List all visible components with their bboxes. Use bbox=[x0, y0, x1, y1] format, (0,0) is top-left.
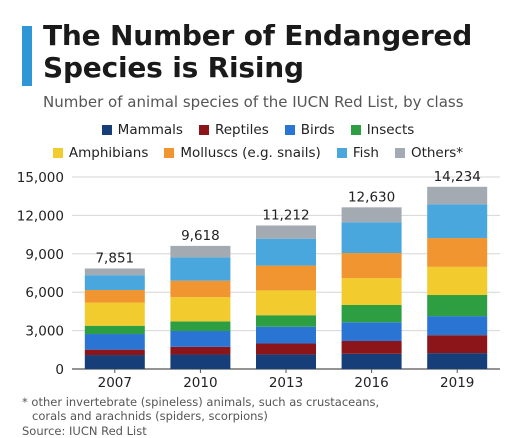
legend-label: Birds bbox=[300, 122, 335, 138]
x-tick-label: 2013 bbox=[269, 375, 303, 391]
total-label: 12,630 bbox=[348, 189, 395, 205]
bar-segment bbox=[170, 321, 231, 331]
legend-item-others: Others* bbox=[394, 145, 464, 161]
bar-segment bbox=[341, 353, 402, 369]
legend-swatch bbox=[198, 125, 209, 135]
bar-segment bbox=[256, 265, 316, 291]
x-tick-label: 2016 bbox=[354, 375, 388, 391]
total-label: 7,851 bbox=[95, 251, 134, 267]
total-label: 9,618 bbox=[181, 228, 220, 244]
bar-segment bbox=[256, 225, 316, 239]
bar-segment bbox=[427, 186, 488, 205]
legend-item-fish: Fish bbox=[336, 145, 379, 161]
y-tick-label: 3,000 bbox=[25, 324, 64, 340]
legend-item-birds: Birds bbox=[284, 122, 335, 138]
title-line-1: The Number of Endangered bbox=[43, 19, 473, 52]
footnote: * other invertebrate (spineless) animals… bbox=[22, 395, 379, 423]
y-tick-label: 15,000 bbox=[17, 170, 64, 186]
y-tick-label: 9,000 bbox=[25, 247, 64, 263]
legend-row-1: Mammals Reptiles Birds Insects bbox=[0, 122, 516, 138]
legend-swatch bbox=[52, 148, 63, 158]
bar-segment bbox=[170, 354, 231, 369]
bar-segment bbox=[256, 343, 316, 355]
legend-swatch bbox=[101, 125, 112, 135]
legend-swatch bbox=[164, 148, 175, 158]
legend-row-2: Amphibians Molluscs (e.g. snails) Fish Othe… bbox=[0, 145, 516, 161]
chart-title: The Number of Endangered Species is Risi… bbox=[43, 20, 503, 84]
title-accent-bar bbox=[22, 26, 32, 86]
bar-segment bbox=[341, 207, 402, 223]
legend-swatch bbox=[336, 148, 347, 158]
y-tick-label: 12,000 bbox=[17, 208, 64, 224]
bar-segment bbox=[170, 257, 231, 281]
bar-segment bbox=[256, 326, 316, 344]
bar-segment bbox=[256, 354, 316, 369]
x-tick-label: 2007 bbox=[98, 375, 132, 391]
legend-label: Mammals bbox=[117, 122, 183, 138]
bar-segment bbox=[341, 340, 402, 354]
bar-segment bbox=[84, 349, 145, 356]
x-tick-label: 2019 bbox=[440, 375, 474, 391]
total-label: 14,234 bbox=[434, 169, 481, 185]
legend-item-reptiles: Reptiles bbox=[198, 122, 269, 138]
bar-segment bbox=[170, 330, 231, 347]
legend-label: Fish bbox=[352, 145, 379, 161]
bar-segment bbox=[256, 238, 316, 266]
bar-segment bbox=[84, 334, 145, 350]
legend-item-insects: Insects bbox=[350, 122, 415, 138]
bar-segment bbox=[256, 315, 316, 327]
bar-segment bbox=[84, 275, 145, 291]
legend-label: Others* bbox=[410, 145, 464, 161]
bar-segment bbox=[427, 204, 488, 239]
legend-label: Reptiles bbox=[214, 122, 269, 138]
legend-item-mammals: Mammals bbox=[101, 122, 183, 138]
legend-label: Molluscs (e.g. snails) bbox=[180, 145, 321, 161]
bar-segment bbox=[427, 295, 488, 317]
bar-segment bbox=[170, 297, 231, 322]
legend-item-amphibians: Amphibians bbox=[52, 145, 149, 161]
bar-segment bbox=[341, 322, 402, 341]
title-line-2: Species is Rising bbox=[43, 51, 304, 84]
y-tick-label: 6,000 bbox=[25, 285, 64, 301]
bar-segment bbox=[84, 290, 145, 303]
y-tick-label: 0 bbox=[55, 362, 64, 378]
legend-label: Amphibians bbox=[68, 145, 149, 161]
bar-segment bbox=[256, 290, 316, 316]
bar-segment bbox=[84, 268, 145, 276]
bar-segment bbox=[427, 266, 488, 296]
bar-segment bbox=[427, 353, 488, 369]
stacked-bar-chart: 0 3,000 6,000 9,000 12,000 15,000 7,851 2007 9,6… bbox=[17, 169, 500, 391]
legend-label: Insects bbox=[366, 122, 415, 138]
legend-swatch bbox=[284, 125, 295, 135]
footnote-line-2: corals and arachnids (spiders, scorpions… bbox=[32, 409, 268, 423]
bar-segment bbox=[341, 222, 402, 254]
bar-segment bbox=[341, 305, 402, 323]
bar-segment bbox=[427, 316, 488, 336]
bar-segment bbox=[170, 245, 231, 258]
source-note: Source: IUCN Red List bbox=[22, 424, 147, 438]
bar-segment bbox=[427, 238, 488, 267]
legend-swatch bbox=[394, 148, 405, 158]
bar-segment bbox=[84, 355, 145, 369]
chart-subtitle: Number of animal species of the IUCN Red… bbox=[43, 93, 464, 111]
bar-segment bbox=[341, 253, 402, 279]
x-tick-label: 2010 bbox=[183, 375, 217, 391]
bar-segment bbox=[170, 346, 231, 355]
bar-segment bbox=[84, 325, 145, 335]
bar-segment bbox=[341, 278, 402, 305]
bar-segment bbox=[427, 335, 488, 354]
legend-item-molluscs-e-g-snails: Molluscs (e.g. snails) bbox=[164, 145, 321, 161]
bar-segment bbox=[170, 280, 231, 298]
bar-segment bbox=[84, 302, 145, 326]
footnote-line-1: * other invertebrate (spineless) animals… bbox=[22, 395, 380, 409]
legend-swatch bbox=[350, 125, 361, 135]
total-label: 11,212 bbox=[262, 207, 309, 223]
